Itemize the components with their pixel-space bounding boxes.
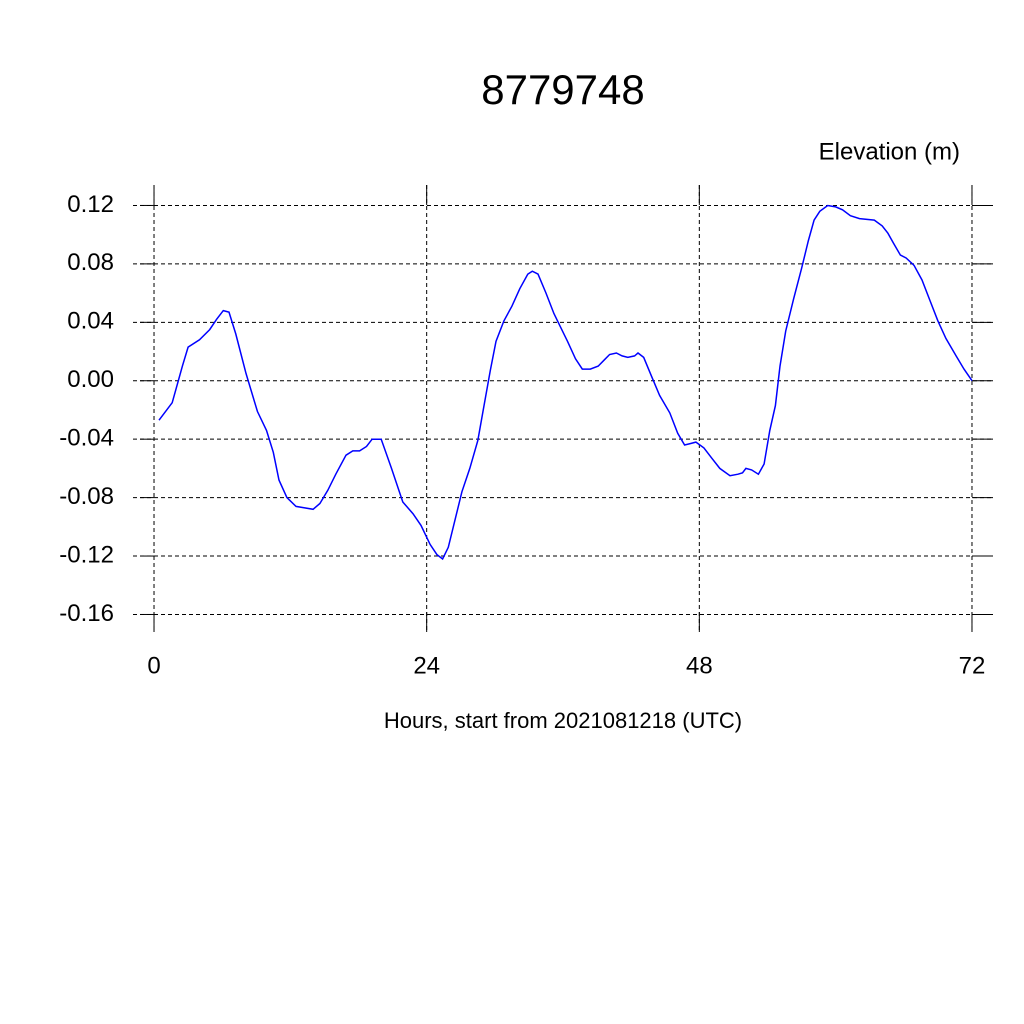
y-tick-label: -0.12: [59, 541, 114, 568]
x-tick-label: 48: [686, 652, 713, 679]
x-axis-label: Hours, start from 2021081218 (UTC): [384, 708, 742, 733]
data-line: [158, 204, 973, 561]
x-tick-label: 72: [959, 652, 986, 679]
y-tick-label: 0.12: [67, 191, 114, 218]
y-axis-label: Elevation (m): [819, 138, 960, 165]
x-tick-label: 0: [147, 652, 160, 679]
y-tick-label: -0.08: [59, 483, 114, 510]
y-tick-label: -0.04: [59, 425, 114, 452]
y-tick-label: 0.04: [67, 308, 114, 335]
x-tick-label: 24: [413, 652, 440, 679]
y-tick-label: -0.16: [59, 600, 114, 627]
y-tick-label: 0.08: [67, 249, 114, 276]
y-tick-label: 0.00: [67, 366, 114, 393]
chart-title: 8779748: [481, 66, 645, 113]
